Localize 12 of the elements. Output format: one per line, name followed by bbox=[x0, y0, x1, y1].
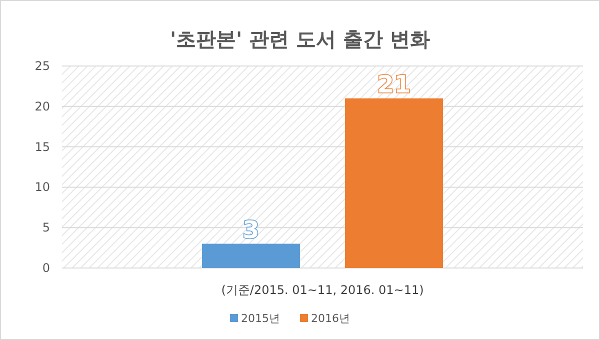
y-tick-label: 25 bbox=[34, 59, 50, 73]
data-label: 21 bbox=[377, 70, 411, 98]
chart-title: '초판본' 관련 도서 출간 변화 bbox=[170, 27, 430, 51]
y-tick-label: 0 bbox=[42, 261, 50, 275]
legend-label: 2015년 bbox=[241, 312, 280, 325]
y-tick-label: 10 bbox=[34, 180, 50, 194]
data-label: 3 bbox=[242, 216, 260, 244]
y-tick-label: 5 bbox=[42, 220, 50, 235]
y-tick-label: 20 bbox=[34, 99, 50, 114]
x-axis-title: (기준/2015. 01~11, 2016. 01~11) bbox=[221, 283, 424, 297]
y-tick-label: 15 bbox=[34, 140, 50, 154]
legend-label: 2016년 bbox=[311, 312, 350, 325]
